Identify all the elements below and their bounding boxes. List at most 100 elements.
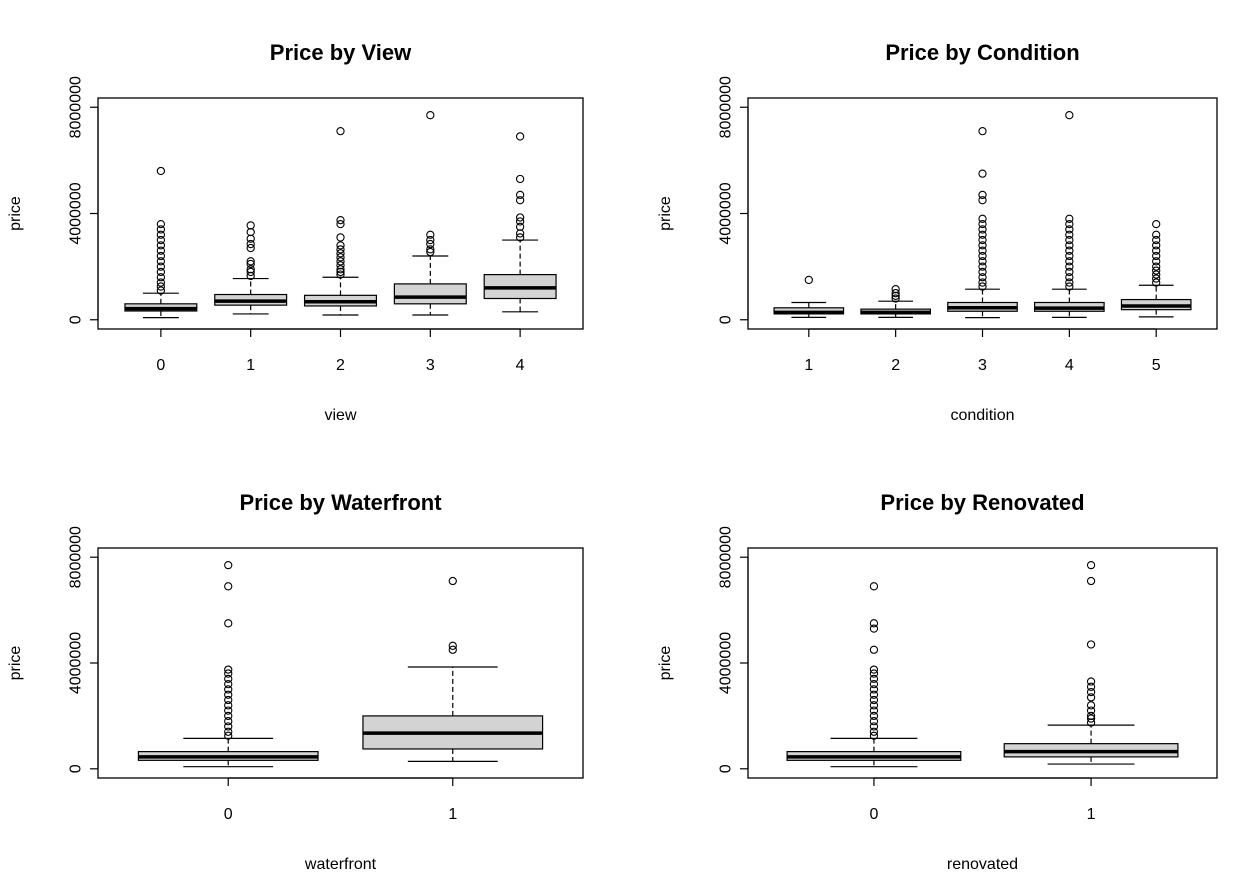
outlier-point <box>869 690 879 699</box>
outlier-point <box>891 285 900 294</box>
outlier-point <box>336 257 345 266</box>
outlier-point <box>156 278 166 287</box>
outlier-point <box>978 196 987 205</box>
outlier-point <box>978 190 987 200</box>
outlier-point <box>156 251 166 261</box>
outlier-point <box>869 717 879 726</box>
box-2 <box>303 126 378 316</box>
outlier-point <box>1086 693 1096 702</box>
x-tick-label: 2 <box>336 357 345 374</box>
outlier-point <box>1086 687 1096 697</box>
outlier-point <box>1065 262 1074 271</box>
outlier-point <box>978 126 987 136</box>
outlier-point <box>246 221 255 230</box>
outlier-point <box>336 253 345 262</box>
outlier-point <box>1065 246 1074 255</box>
x-tick-label: 1 <box>246 357 255 374</box>
outlier-point <box>978 267 987 277</box>
outlier-point <box>869 582 879 591</box>
y-tick-label: 8000000 <box>718 526 735 588</box>
outlier-point <box>869 722 879 731</box>
outlier-point <box>246 227 255 237</box>
y-tick-label: 4000000 <box>68 632 85 694</box>
panel-4: Price by Renovated renovated price 0 4000000… <box>657 490 1218 873</box>
box-0 <box>124 166 198 319</box>
outlier-point <box>1152 257 1161 266</box>
outlier-point <box>246 234 255 243</box>
outlier-point <box>1152 241 1161 250</box>
outlier-point <box>336 215 345 225</box>
outlier-point <box>804 275 813 285</box>
outlier-point <box>515 229 525 238</box>
box-3 <box>947 126 1018 319</box>
outlier-point <box>246 259 255 269</box>
outlier-point <box>426 247 435 257</box>
box-2 <box>860 285 931 318</box>
box-0 <box>786 582 962 768</box>
chart-title: Price by Renovated <box>880 490 1084 515</box>
outlier-point <box>1065 235 1074 245</box>
outlier-point <box>515 196 525 205</box>
outlier-point <box>156 267 166 277</box>
outlier-point <box>336 270 345 279</box>
outlier-point <box>978 214 987 223</box>
outlier-point <box>426 230 435 239</box>
y-tick-label: 8000000 <box>718 76 735 138</box>
outlier-point <box>156 166 166 176</box>
outlier-point <box>426 239 435 249</box>
outlier-point <box>224 722 233 731</box>
outlier-point <box>1152 262 1161 271</box>
panel-2: Price by Condition condition price 0 4000000… <box>657 40 1218 424</box>
outlier-point <box>224 669 233 678</box>
outlier-point <box>869 706 879 715</box>
box-1 <box>214 221 288 315</box>
y-tick-label: 4000000 <box>68 182 85 244</box>
outlier-point <box>1065 251 1074 261</box>
outlier-point <box>1065 257 1074 266</box>
y-axis-label: price <box>657 196 674 231</box>
outlier-point <box>246 267 255 277</box>
y-axis-label: price <box>7 646 24 681</box>
y-tick-label: 0 <box>718 764 735 773</box>
x-tick-label: 1 <box>448 806 457 823</box>
outlier-point <box>1152 266 1161 275</box>
outlier-point <box>891 294 900 303</box>
outlier-point <box>224 690 233 699</box>
outlier-point <box>336 261 345 270</box>
outlier-point <box>1065 273 1074 282</box>
outlier-point <box>1086 576 1096 586</box>
outlier-point <box>978 273 987 282</box>
outlier-point <box>1086 682 1096 691</box>
outlier-point <box>224 711 233 721</box>
outlier-point <box>156 246 166 255</box>
outlier-point <box>1065 225 1074 234</box>
y-tick-label: 4000000 <box>718 182 735 244</box>
outlier-point <box>869 665 879 674</box>
y-tick-label: 0 <box>68 764 85 773</box>
outlier-point <box>224 560 233 570</box>
outlier-point <box>978 241 987 250</box>
outlier-point <box>336 267 345 277</box>
outlier-point <box>336 233 345 242</box>
outlier-point <box>1065 278 1074 287</box>
outlier-point <box>156 219 166 229</box>
outlier-point <box>978 262 987 271</box>
outlier-point <box>869 727 879 736</box>
box-iqr <box>393 283 467 305</box>
x-tick-label: 4 <box>516 357 525 374</box>
x-axis-label: renovated <box>947 856 1018 873</box>
outlier-point <box>224 674 233 684</box>
outlier-point <box>515 132 525 141</box>
outlier-point <box>1152 278 1161 287</box>
outlier-point <box>336 265 345 274</box>
box-0 <box>137 560 319 768</box>
x-tick-label: 4 <box>1065 357 1074 374</box>
outlier-point <box>1152 246 1161 255</box>
outlier-point <box>891 289 900 298</box>
outlier-point <box>1065 241 1074 250</box>
outlier-point <box>891 291 900 301</box>
outlier-point <box>515 222 525 231</box>
x-tick-label: 1 <box>1087 806 1096 823</box>
x-tick-label: 0 <box>156 357 165 374</box>
